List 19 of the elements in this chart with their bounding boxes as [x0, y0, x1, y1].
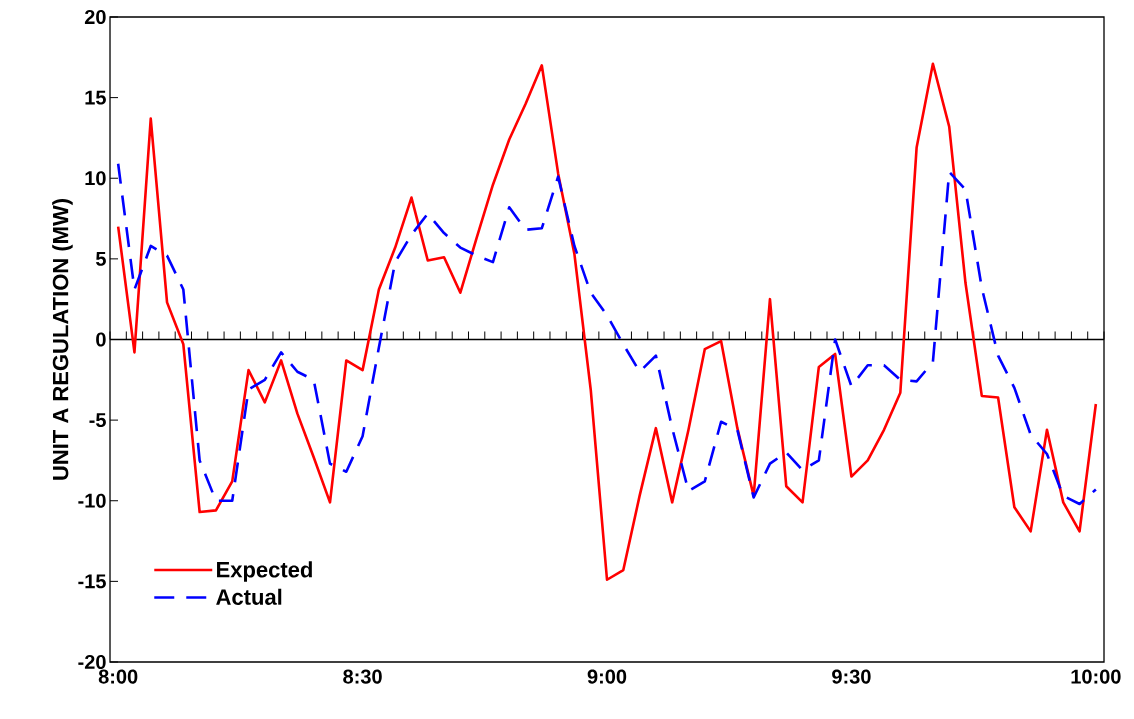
x-tick-label: 9:30 — [832, 669, 871, 684]
x-tick-label: 8:30 — [343, 669, 382, 684]
y-tick-label: -20 — [78, 654, 106, 670]
y-tick-label: -10 — [78, 493, 106, 508]
y-axis-title: UNIT A REGULATION (MW) — [52, 199, 73, 480]
line-series — [116, 162, 1098, 506]
y-tick-label: 20 — [84, 9, 106, 25]
line-series — [116, 62, 1098, 582]
x-tick-label: 8:00 — [98, 669, 138, 684]
y-tick-label: 10 — [85, 171, 106, 186]
y-tick-label: -15 — [78, 574, 106, 589]
legend-label: Actual — [216, 588, 282, 605]
x-tick-label: 9:00 — [587, 669, 627, 684]
y-tick-label: 5 — [95, 251, 106, 266]
legend-label: Expected — [217, 561, 312, 582]
x-tick-label: 10:00 — [1071, 669, 1121, 684]
y-tick-label: -5 — [89, 413, 106, 428]
y-tick-label: 15 — [85, 90, 106, 105]
y-tick-label: 0 — [96, 332, 106, 347]
